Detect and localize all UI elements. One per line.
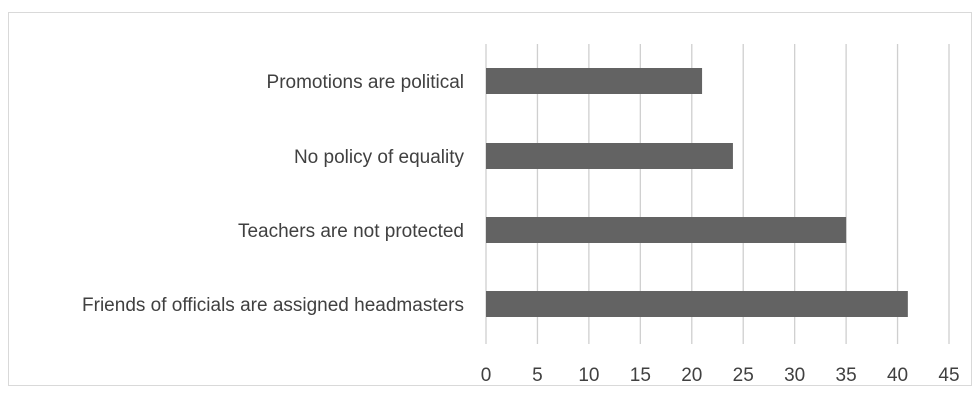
category-label: Promotions are political [267,72,464,93]
x-tick-label: 30 [784,365,805,386]
x-tick-label: 45 [938,365,959,386]
x-tick-label: 35 [836,365,857,386]
category-label: Teachers are not protected [238,221,464,242]
x-tick-label: 40 [887,365,908,386]
x-tick-label: 0 [481,365,492,386]
bar [486,68,703,94]
x-tick-label: 5 [532,365,543,386]
bar [486,291,908,317]
x-tick-label: 15 [630,365,651,386]
bars [486,68,908,317]
bar [486,217,847,243]
x-tick-label: 20 [681,365,702,386]
category-label: Friends of officials are assigned headma… [82,295,464,316]
bar [486,143,733,169]
x-axis-tick-labels: 0 5 10 15 20 25 30 35 40 45 [481,365,960,386]
category-label: No policy of equality [294,147,465,168]
x-tick-label: 10 [578,365,599,386]
x-tick-label: 25 [733,365,754,386]
category-labels: Promotions are political No policy of equ… [82,72,464,316]
